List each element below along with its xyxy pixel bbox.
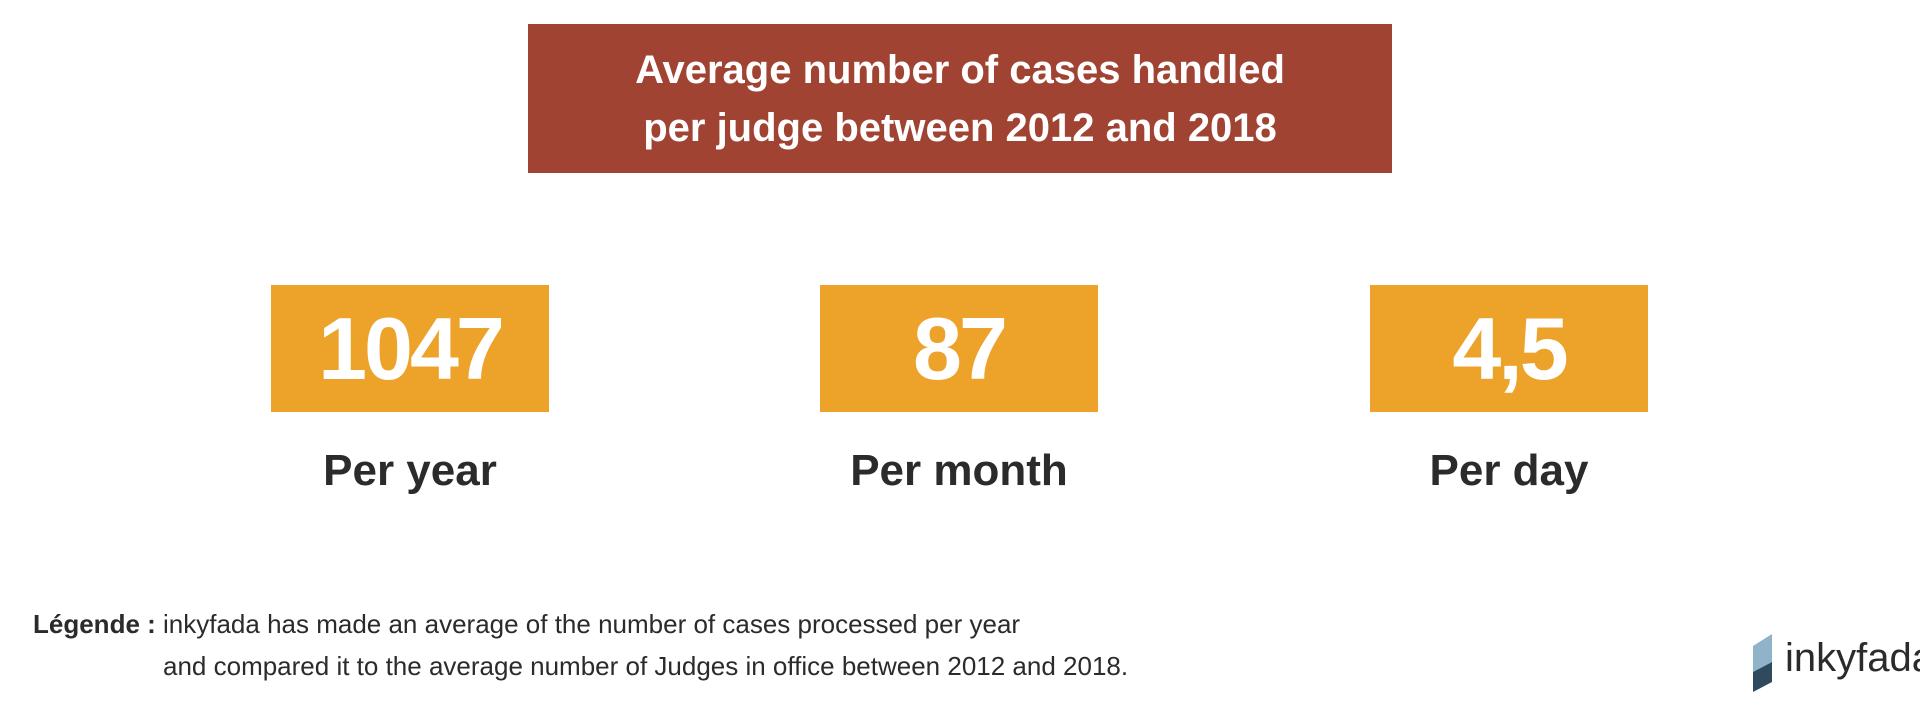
stat-box: 4,5: [1370, 285, 1648, 412]
logo-icon: [1753, 634, 1772, 692]
stat-label: Per year: [323, 446, 497, 495]
stat-label: Per month: [850, 446, 1068, 495]
stat-label: Per day: [1429, 446, 1589, 495]
title-line: per judge between 2012 and 2018: [643, 105, 1277, 150]
stat-box: 87: [820, 285, 1098, 412]
logo-text: inkyfada: [1785, 636, 1920, 680]
stat-box: 1047: [271, 285, 549, 412]
title-box: Average number of cases handled per judg…: [528, 24, 1392, 173]
legend-text: and compared it to the average number of…: [163, 651, 1129, 681]
title-line: Average number of cases handled: [635, 47, 1285, 92]
legend-text: inkyfada has made an average of the numb…: [163, 609, 1021, 639]
stat-value: 4,5: [1452, 298, 1568, 398]
legend-label: Légende :: [33, 609, 156, 639]
stat-value: 87: [913, 298, 1008, 398]
stat-value: 1047: [318, 298, 505, 398]
